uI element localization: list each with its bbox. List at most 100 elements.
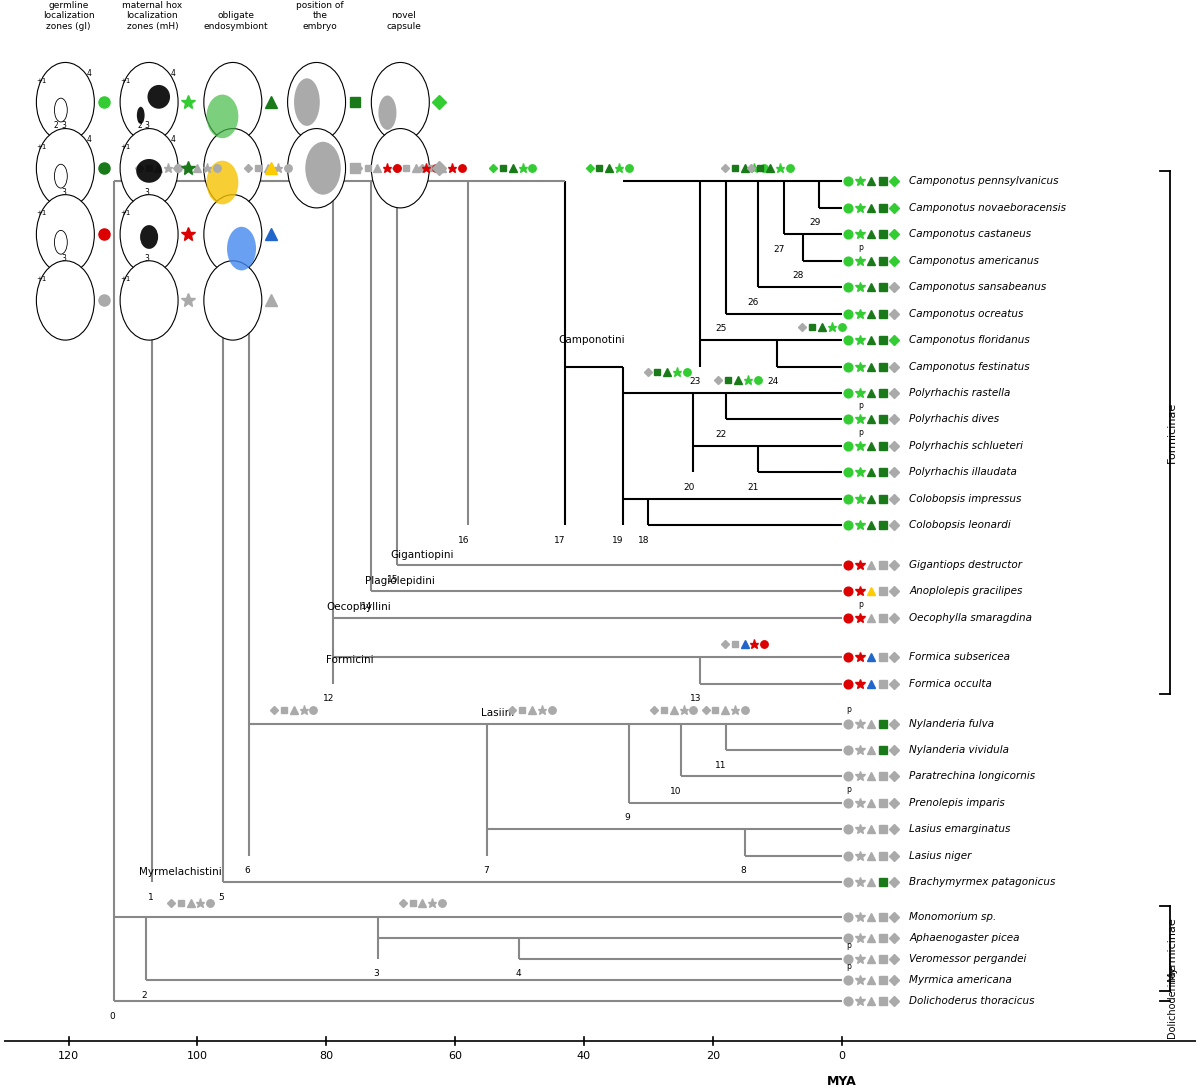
Text: 4: 4 [86, 134, 91, 144]
Text: p: p [858, 600, 863, 609]
Ellipse shape [140, 225, 158, 249]
Text: Myrmelachistini: Myrmelachistini [139, 867, 222, 877]
Text: Polyrhachis schlueteri: Polyrhachis schlueteri [910, 441, 1024, 451]
Text: Formica occulta: Formica occulta [910, 679, 992, 688]
Ellipse shape [206, 160, 239, 204]
Text: Dolichoderus thoracicus: Dolichoderus thoracicus [910, 996, 1034, 1006]
Text: MYA: MYA [827, 1076, 857, 1088]
Ellipse shape [288, 62, 346, 142]
Text: +1: +1 [36, 276, 47, 283]
Text: germline
localization
zones (gl): germline localization zones (gl) [43, 1, 95, 31]
Text: Polyrhachis illaudata: Polyrhachis illaudata [910, 467, 1018, 478]
Text: 7: 7 [482, 866, 488, 875]
Text: 27: 27 [774, 244, 785, 254]
Ellipse shape [206, 95, 239, 139]
Ellipse shape [36, 129, 95, 208]
Text: +1: +1 [36, 211, 47, 216]
Text: 16: 16 [457, 536, 469, 544]
Text: 2: 2 [53, 121, 58, 131]
Ellipse shape [305, 142, 341, 194]
Text: 20: 20 [706, 1052, 720, 1062]
Text: Camponotus ocreatus: Camponotus ocreatus [910, 309, 1024, 319]
Text: Anoplolepis gracilipes: Anoplolepis gracilipes [910, 586, 1022, 597]
Text: Formicinae: Formicinae [1166, 403, 1176, 464]
Text: Myrmicinae: Myrmicinae [1166, 916, 1176, 981]
Text: p: p [846, 784, 851, 793]
Ellipse shape [378, 96, 396, 130]
Text: Gigantiops destructor: Gigantiops destructor [910, 560, 1022, 570]
Text: 24: 24 [767, 377, 779, 386]
Text: 2: 2 [137, 121, 142, 131]
Text: p: p [858, 428, 863, 436]
Ellipse shape [120, 129, 178, 208]
Text: 0: 0 [838, 1052, 845, 1062]
Text: Myrmica americana: Myrmica americana [910, 975, 1012, 985]
Text: +1: +1 [120, 77, 131, 84]
Ellipse shape [137, 159, 162, 183]
Ellipse shape [204, 62, 262, 142]
Text: 8: 8 [740, 866, 746, 875]
Ellipse shape [54, 98, 67, 122]
Ellipse shape [148, 85, 170, 109]
Text: 4: 4 [170, 134, 175, 144]
Ellipse shape [371, 129, 430, 208]
Text: 4: 4 [515, 970, 521, 979]
Text: 20: 20 [683, 483, 695, 492]
Text: Gigantiopini: Gigantiopini [391, 550, 454, 560]
Text: 3: 3 [61, 188, 66, 196]
Ellipse shape [294, 79, 319, 125]
Text: 9: 9 [624, 814, 630, 823]
Text: Camponotus americanus: Camponotus americanus [910, 255, 1039, 266]
Text: position of
the
embryo: position of the embryo [296, 1, 343, 31]
Text: Camponotini: Camponotini [558, 335, 625, 346]
Text: p: p [846, 940, 851, 949]
Text: 29: 29 [809, 218, 821, 228]
Text: 6: 6 [245, 866, 251, 875]
Text: 11: 11 [715, 760, 727, 769]
Text: Brachymyrmex patagonicus: Brachymyrmex patagonicus [910, 877, 1056, 887]
Ellipse shape [36, 261, 95, 340]
Ellipse shape [120, 261, 178, 340]
Text: Oecophylla smaragdina: Oecophylla smaragdina [910, 613, 1032, 623]
Text: +1: +1 [36, 77, 47, 84]
Text: 60: 60 [448, 1052, 462, 1062]
Text: Nylanderia vividula: Nylanderia vividula [910, 745, 1009, 755]
Ellipse shape [227, 227, 256, 271]
Text: 40: 40 [577, 1052, 590, 1062]
Text: 10: 10 [671, 787, 682, 796]
Ellipse shape [204, 194, 262, 274]
Text: Camponotus floridanus: Camponotus floridanus [910, 335, 1030, 345]
Text: 17: 17 [554, 536, 566, 544]
Text: Camponotus sansabeanus: Camponotus sansabeanus [910, 283, 1046, 292]
Ellipse shape [54, 230, 67, 254]
Text: 12: 12 [323, 695, 334, 704]
Text: Monomorium sp.: Monomorium sp. [910, 912, 996, 922]
Text: 15: 15 [386, 575, 398, 585]
Text: +1: +1 [120, 276, 131, 283]
Text: p: p [846, 705, 851, 715]
Text: 1: 1 [148, 892, 154, 902]
Text: 28: 28 [793, 272, 804, 280]
Text: 5: 5 [218, 892, 224, 902]
Ellipse shape [120, 62, 178, 142]
Text: +1: +1 [120, 211, 131, 216]
Text: Camponotus festinatus: Camponotus festinatus [910, 361, 1030, 372]
Text: 26: 26 [748, 298, 760, 307]
Text: 23: 23 [690, 377, 701, 386]
Text: obligate
endosymbiont: obligate endosymbiont [204, 11, 269, 31]
Text: 13: 13 [690, 695, 701, 704]
Text: Plagiolepidini: Plagiolepidini [365, 576, 434, 586]
Text: 19: 19 [612, 536, 624, 544]
Text: +1: +1 [120, 144, 131, 151]
Text: Camponotus novaeboracensis: Camponotus novaeboracensis [910, 203, 1066, 213]
Text: 80: 80 [319, 1052, 334, 1062]
Text: Lasius emarginatus: Lasius emarginatus [910, 825, 1010, 835]
Text: maternal hox
localization
zones (mH): maternal hox localization zones (mH) [122, 1, 182, 31]
Text: p: p [858, 242, 863, 252]
Text: Aphaenogaster picea: Aphaenogaster picea [910, 933, 1020, 943]
Text: 3: 3 [61, 253, 66, 263]
Text: 3: 3 [61, 121, 66, 131]
Text: Prenolepis imparis: Prenolepis imparis [910, 798, 1004, 807]
Text: Polyrhachis dives: Polyrhachis dives [910, 415, 1000, 424]
Text: Camponotus castaneus: Camponotus castaneus [910, 229, 1031, 239]
